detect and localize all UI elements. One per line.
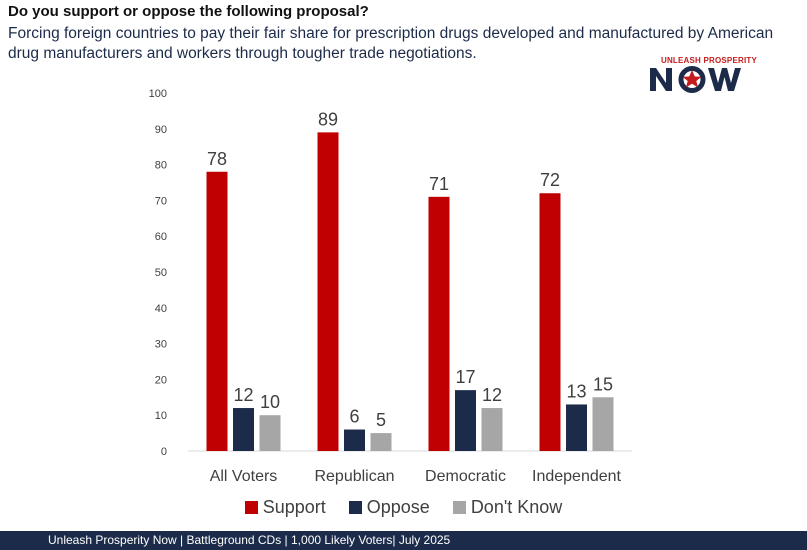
x-tick-label: All Voters	[210, 468, 278, 485]
y-tick-label: 0	[161, 446, 167, 458]
y-tick-label: 60	[155, 231, 167, 243]
data-label-support: 89	[318, 109, 338, 129]
footer-text: Unleash Prosperity Now | Battleground CD…	[48, 533, 451, 547]
bar-don-t-know	[370, 433, 392, 451]
y-tick-label: 100	[149, 88, 167, 100]
footer-bar: Unleash Prosperity Now | Battleground CD…	[0, 531, 807, 550]
bar-don-t-know	[481, 408, 503, 451]
legend-label-dont-know: Don't Know	[470, 497, 563, 517]
legend-item-dont-know: Don't Know	[452, 497, 563, 518]
bars	[206, 132, 614, 451]
y-tick-label: 50	[155, 267, 167, 279]
bar-oppose	[233, 408, 254, 451]
bar-don-t-know	[592, 397, 614, 451]
legend-item-oppose: Oppose	[348, 497, 430, 518]
legend-label-oppose: Oppose	[366, 497, 430, 517]
data-label-support: 78	[207, 149, 227, 169]
logo-top-text: UNLEASH PROSPERITY	[660, 56, 758, 65]
y-tick-label: 20	[155, 374, 167, 386]
y-tick-label: 30	[155, 339, 167, 351]
x-tick-label: Democratic	[425, 468, 506, 485]
bar-support	[428, 196, 450, 451]
legend-item-support: Support	[244, 497, 326, 518]
data-label-don-t-know: 5	[376, 410, 386, 430]
y-tick-label: 40	[155, 303, 167, 315]
data-label-don-t-know: 15	[593, 374, 613, 394]
bar-oppose	[344, 429, 365, 451]
bar-support	[206, 171, 228, 451]
legend-label-support: Support	[262, 497, 326, 517]
unleash-prosperity-logo: UNLEASH PROSPERITY	[648, 56, 770, 96]
x-tick-label: Republican	[314, 468, 394, 485]
data-label-oppose: 12	[233, 385, 253, 405]
y-tick-label: 10	[155, 410, 167, 422]
legend-swatch-oppose	[348, 501, 362, 514]
y-tick-label: 80	[155, 160, 167, 172]
x-axis: All Voters Republican Democratic Independen…	[210, 468, 622, 485]
legend: Support Oppose Don't Know	[0, 497, 807, 518]
value-labels: 78 12 10 89 6 5 71 17 12 72 13 15	[207, 109, 613, 430]
data-label-support: 71	[429, 174, 449, 194]
proposal-text: Forcing foreign countries to pay their f…	[8, 25, 774, 62]
legend-swatch-support	[244, 501, 258, 514]
y-tick-label: 90	[155, 124, 167, 136]
y-tick-label: 70	[155, 195, 167, 207]
data-label-don-t-know: 10	[260, 392, 280, 412]
data-label-don-t-know: 12	[482, 385, 502, 405]
logo-now-wordmark	[650, 66, 741, 93]
data-label-oppose: 13	[566, 381, 586, 401]
question-title: Do you support or oppose the following p…	[8, 3, 369, 20]
bar-oppose	[566, 404, 587, 451]
y-axis: 0 10 20 30 40 50 60 70 80 90 100	[149, 88, 167, 458]
bar-oppose	[455, 390, 476, 451]
bar-support	[539, 193, 561, 451]
legend-swatch-dont-know	[452, 501, 466, 514]
bar-support	[317, 132, 339, 451]
data-label-support: 72	[540, 170, 560, 190]
data-label-oppose: 6	[349, 407, 359, 427]
x-tick-label: Independent	[532, 468, 622, 485]
data-label-oppose: 17	[455, 367, 475, 387]
bar-don-t-know	[259, 415, 281, 451]
